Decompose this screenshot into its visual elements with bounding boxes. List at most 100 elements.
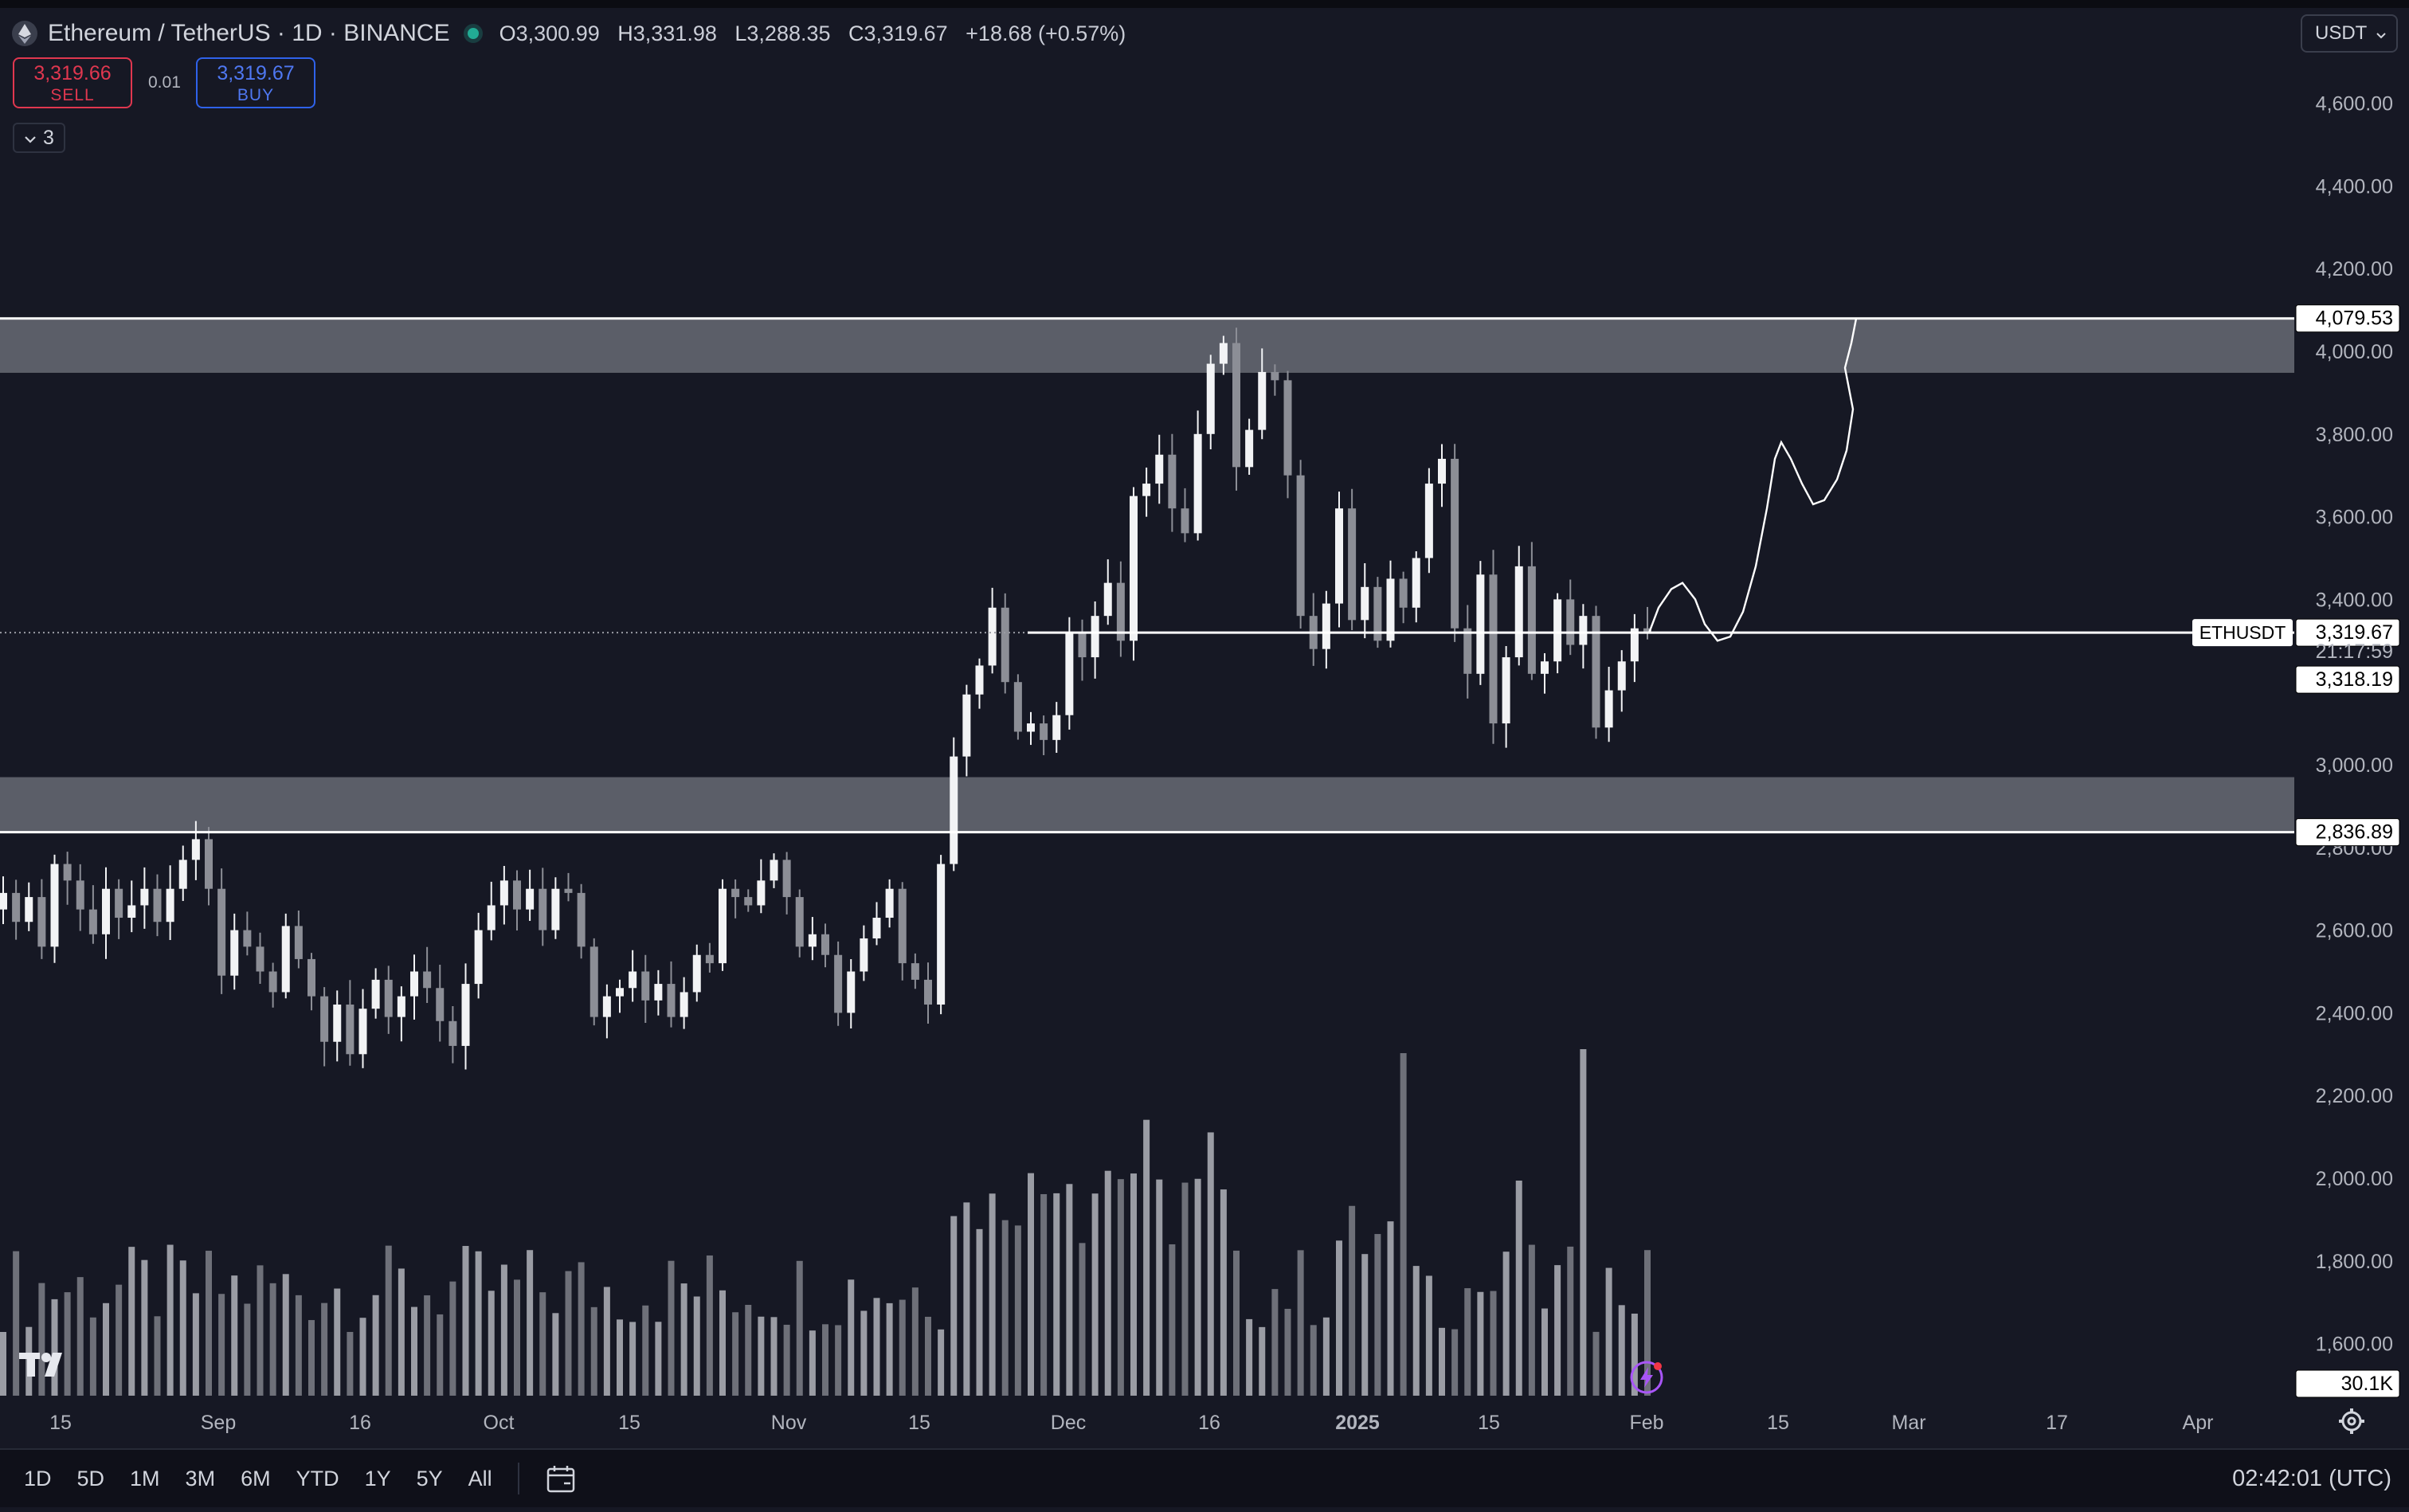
indicators-toggle[interactable]: 3 <box>13 123 65 153</box>
lightning-icon[interactable] <box>1628 1359 1665 1396</box>
tradingview-logo-icon[interactable] <box>18 1349 73 1380</box>
bottom-toolbar: 1D 5D 1M 3M 6M YTD 1Y 5Y All 02:42:01 (U… <box>0 1448 2409 1507</box>
volume-bar <box>1091 1193 1099 1396</box>
volume-bar <box>1169 1244 1176 1396</box>
candle-body <box>526 888 535 910</box>
candle-body <box>821 934 829 955</box>
price-tick: 2,200.00 <box>2316 1085 2393 1107</box>
volume-bar <box>1233 1250 1240 1396</box>
candle-body <box>307 958 315 997</box>
volume-bar <box>1567 1246 1574 1396</box>
volume-bar <box>1554 1265 1561 1396</box>
volume-bar <box>706 1255 713 1396</box>
price-tick: 2,600.00 <box>2316 920 2393 942</box>
candle-body <box>667 984 676 1017</box>
candle-body <box>115 888 123 919</box>
candle-body <box>423 971 432 989</box>
candle-body <box>872 918 881 938</box>
candle-body <box>719 888 727 964</box>
volume-label-box <box>2295 1369 2400 1398</box>
volume-bar <box>411 1306 417 1396</box>
candle-body <box>911 963 919 980</box>
volume-bars <box>0 1049 1651 1396</box>
candle-body <box>12 892 21 922</box>
currency-select[interactable]: USDT <box>2301 14 2398 53</box>
ethereum-icon <box>12 21 37 46</box>
range-1d[interactable]: 1D <box>24 1466 52 1490</box>
symbol-legend[interactable]: Ethereum / TetherUS · 1D · BINANCE O3,30… <box>11 14 1126 53</box>
range-5y[interactable]: 5Y <box>416 1466 443 1490</box>
volume-bar <box>539 1292 546 1396</box>
range-1m[interactable]: 1M <box>130 1466 160 1490</box>
buy-button[interactable]: 3,319.67 BUY <box>196 57 315 108</box>
range-ytd[interactable]: YTD <box>296 1466 339 1490</box>
volume-bar <box>1310 1325 1317 1396</box>
candle-body <box>449 1020 457 1046</box>
range-all[interactable]: All <box>468 1466 492 1490</box>
candle-body <box>499 880 508 906</box>
resistance-price-label: 4,079.53 <box>2316 307 2393 330</box>
volume-bar <box>732 1312 739 1396</box>
volume-bar <box>0 1332 6 1396</box>
volume-bar <box>1412 1266 1420 1396</box>
candle-body <box>256 946 264 972</box>
price-tick: 1,800.00 <box>2316 1251 2393 1273</box>
range-5d[interactable]: 5D <box>76 1466 105 1490</box>
volume-bar <box>1079 1243 1086 1396</box>
candle-body <box>474 930 483 985</box>
volume-bar <box>963 1202 970 1396</box>
change-value: +18.68 (+0.57%) <box>966 21 1126 45</box>
volume-bar <box>1451 1329 1459 1396</box>
volume-bar <box>1130 1173 1137 1396</box>
candle-body <box>1643 628 1651 633</box>
volume-bar <box>282 1274 289 1396</box>
projection-drawing <box>1647 318 1858 642</box>
volume-bar <box>359 1318 366 1396</box>
candle-body <box>371 979 380 1009</box>
symbol-title[interactable]: Ethereum / TetherUS · 1D · BINANCE <box>48 20 450 46</box>
candle-body <box>564 888 573 893</box>
calendar-icon[interactable] <box>532 1450 590 1507</box>
volume-bar <box>1117 1179 1124 1396</box>
volume-bar <box>1361 1254 1369 1396</box>
gear-icon[interactable] <box>2337 1407 2366 1436</box>
candle-body <box>1271 371 1279 381</box>
range-3m[interactable]: 3M <box>185 1466 216 1490</box>
candle-body <box>1424 484 1433 558</box>
candle-body <box>539 888 547 930</box>
volume-bar <box>976 1228 983 1396</box>
sell-button[interactable]: 3,319.66 SELL <box>13 57 132 108</box>
range-1y[interactable]: 1Y <box>364 1466 391 1490</box>
candle-body <box>629 971 637 989</box>
volume-bar <box>1439 1327 1445 1396</box>
candle-body <box>1065 632 1074 715</box>
volume-bar <box>1618 1305 1625 1396</box>
volume-bar <box>51 1299 58 1396</box>
candle-body <box>1617 661 1626 691</box>
candle-body <box>37 897 46 947</box>
volume-bar <box>192 1293 199 1396</box>
candle-body <box>281 926 290 993</box>
support-price-label-box <box>2295 818 2400 847</box>
candle-body <box>1296 475 1305 617</box>
candle-body <box>744 897 753 906</box>
candle-body <box>1001 607 1009 683</box>
candle-body <box>436 988 445 1021</box>
volume-bar <box>334 1288 341 1396</box>
volume-bar <box>166 1244 174 1396</box>
utc-clock[interactable]: 02:42:01 (UTC) <box>2232 1465 2391 1491</box>
chevron-down-icon <box>2376 22 2387 45</box>
candle-body <box>217 888 226 976</box>
time-tick: 15 <box>1767 1412 1789 1434</box>
price-tick: 2,000.00 <box>2316 1168 2393 1190</box>
candle-body <box>692 954 701 993</box>
volume-bar <box>809 1330 816 1396</box>
volume-bar <box>103 1302 109 1396</box>
candle-body <box>1103 582 1112 617</box>
volume-bar <box>116 1284 123 1396</box>
candle-body <box>166 888 174 922</box>
volume-bar <box>1541 1308 1548 1396</box>
range-6m[interactable]: 6M <box>241 1466 271 1490</box>
volume-bar <box>257 1265 264 1396</box>
